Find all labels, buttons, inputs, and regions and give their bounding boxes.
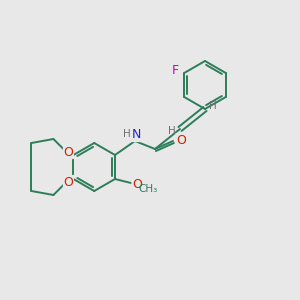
Text: H: H [168, 126, 176, 136]
Text: O: O [64, 176, 74, 188]
Text: H: H [123, 129, 131, 139]
Text: O: O [132, 178, 142, 190]
Text: N: N [131, 128, 141, 142]
Text: O: O [64, 146, 74, 158]
Text: O: O [176, 134, 186, 146]
Text: H: H [209, 101, 217, 111]
Text: CH₃: CH₃ [138, 184, 158, 194]
Text: F: F [172, 64, 179, 77]
